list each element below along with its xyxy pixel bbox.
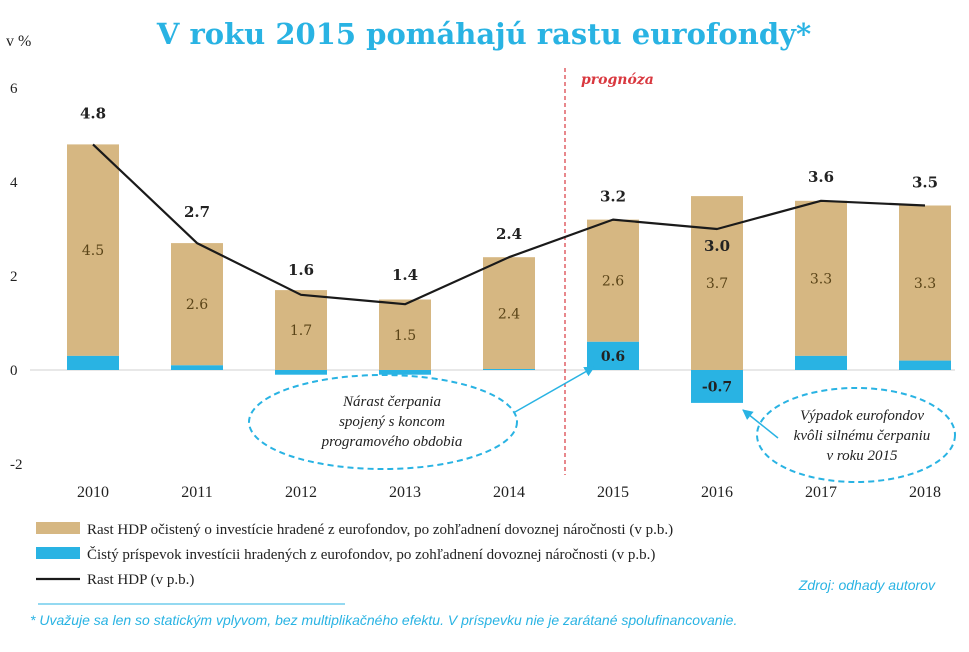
- x-axis-ticks: 2010 2011 2012 2013 2014 2015 2016 2017 2018: [77, 484, 941, 501]
- source-note: Zdroj: odhady autorov: [798, 577, 936, 593]
- y-tick-label: 4: [10, 175, 18, 191]
- bar-eu-contribution: [587, 341, 639, 370]
- bar-eu-contribution: [899, 360, 951, 370]
- bar-gdp-adjusted: [275, 290, 327, 370]
- gdp-value-label: 1.4: [392, 266, 418, 284]
- annotation-text: kvôli silnému čerpaniu: [794, 428, 931, 444]
- bar-eu-contribution: [691, 370, 743, 403]
- gdp-value-label: 4.8: [80, 104, 106, 122]
- forecast-label: prognóza: [581, 72, 654, 88]
- data-labels: 4.8 2.7 1.6 1.4 2.4 3.2 3.0 3.6 3.5 4.5 2.6 1.7 1.5 2…: [80, 104, 938, 395]
- bar-eu-contribution: [795, 355, 847, 370]
- bar-gdp-adjusted: [67, 144, 119, 356]
- y-tick-label: 0: [10, 363, 18, 379]
- y-axis-ticks: -2 0 2 4 6: [10, 81, 23, 473]
- annotation-text: Výpadok eurofondov: [800, 408, 924, 424]
- x-tick-label: 2011: [181, 484, 212, 501]
- bar-value-label: 1.5: [394, 328, 416, 344]
- x-tick-label: 2010: [77, 484, 109, 501]
- bar-value-label: 3.3: [914, 276, 936, 292]
- y-tick-label: 6: [10, 81, 18, 97]
- bar-value-label: 2.4: [498, 307, 520, 323]
- gdp-value-label: 3.5: [912, 174, 938, 192]
- gdp-value-label: 3.2: [600, 188, 626, 206]
- annotation-text: Nárast čerpania: [342, 394, 441, 410]
- bar-value-label: 3.7: [706, 276, 728, 292]
- gdp-value-label: 1.6: [288, 261, 314, 279]
- eu-value-label: 0.6: [601, 349, 625, 365]
- bars: [67, 144, 951, 403]
- annotations: Nárast čerpania spojený s koncom programov…: [248, 366, 956, 483]
- annotation-text: v roku 2015: [826, 448, 898, 464]
- legend-swatch-gdp-adjusted: [36, 522, 80, 534]
- legend-label: Rast HDP očistený o investície hradené z…: [87, 522, 673, 538]
- annotation-arrow: [742, 409, 779, 439]
- annotation-bubble: [248, 374, 518, 470]
- bar-gdp-adjusted: [587, 219, 639, 342]
- x-tick-label: 2018: [909, 484, 941, 501]
- bar-gdp-adjusted: [795, 200, 847, 356]
- x-tick-label: 2012: [285, 484, 317, 501]
- gdp-value-label: 3.6: [808, 168, 834, 186]
- y-tick-label: -2: [10, 457, 23, 473]
- bar-eu-contribution: [171, 365, 223, 370]
- x-tick-label: 2017: [805, 484, 837, 501]
- annotation-bubble: [756, 387, 956, 483]
- bar-value-label: 1.7: [290, 323, 312, 339]
- y-axis-label: v %: [6, 33, 31, 50]
- legend-label: Čistý príspevok investícii hradených z e…: [87, 546, 655, 563]
- annotation-text: programového obdobia: [321, 434, 463, 450]
- bar-value-label: 2.6: [186, 297, 208, 313]
- gdp-value-label: 2.4: [496, 225, 522, 243]
- bar-value-label: 2.6: [602, 274, 624, 290]
- footnote: * Uvažuje sa len so statickým vplyvom, b…: [30, 612, 737, 628]
- x-tick-label: 2013: [389, 484, 421, 501]
- gdp-growth-line: [92, 143, 926, 306]
- legend-swatch-eu-contribution: [36, 547, 80, 559]
- eu-value-label: -0.7: [702, 379, 732, 395]
- x-tick-label: 2015: [597, 484, 629, 501]
- y-tick-label: 2: [10, 269, 18, 285]
- gdp-value-label: 2.7: [184, 203, 210, 221]
- legend: Rast HDP očistený o investície hradené z…: [36, 522, 673, 588]
- bar-eu-contribution: [67, 355, 119, 370]
- chart-title: V roku 2015 pomáhajú rastu eurofondy*: [156, 17, 811, 51]
- x-tick-label: 2016: [701, 484, 733, 501]
- gdp-value-label: 3.0: [704, 237, 730, 255]
- bar-eu-contribution: [275, 370, 327, 375]
- bar-gdp-adjusted: [171, 243, 223, 366]
- bar-eu-contribution: [483, 369, 535, 370]
- annotation-arrow: [514, 366, 595, 413]
- annotation-text: spojený s koncom: [339, 414, 445, 430]
- bar-gdp-adjusted: [483, 257, 535, 370]
- legend-label: Rast HDP (v p.b.): [87, 572, 194, 588]
- forecast-divider: prognóza: [564, 68, 654, 475]
- x-tick-label: 2014: [493, 484, 525, 501]
- bar-gdp-adjusted: [379, 299, 431, 370]
- bar-value-label: 3.3: [810, 271, 832, 287]
- bar-gdp-adjusted: [899, 205, 951, 361]
- bar-value-label: 4.5: [82, 243, 104, 259]
- bar-eu-contribution: [379, 370, 431, 375]
